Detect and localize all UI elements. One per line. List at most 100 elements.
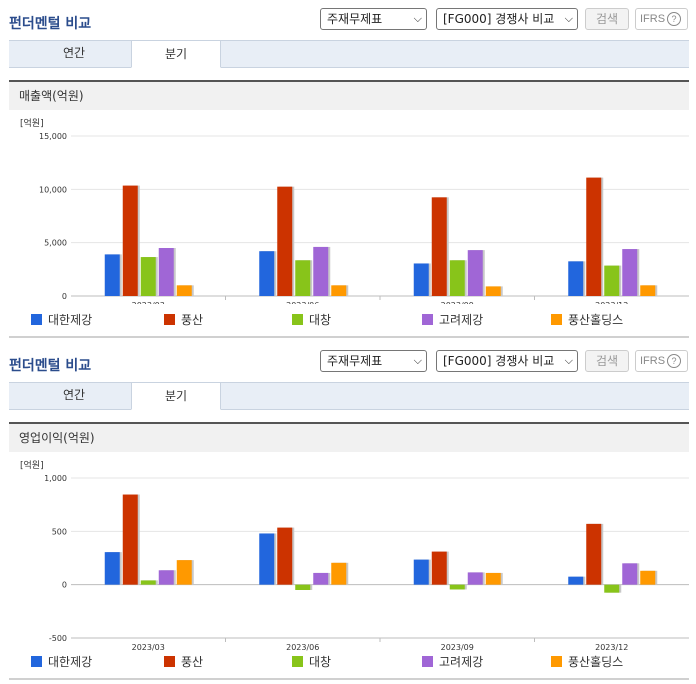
bar[interactable] [586,523,602,585]
bar[interactable] [313,572,329,585]
bar[interactable] [331,285,347,296]
statement-type-select[interactable]: 주재무제표 ⌵ [320,350,427,372]
bar[interactable] [640,570,656,585]
legend-item[interactable]: 풍산홀딩스 [551,310,623,330]
bar[interactable] [622,249,638,296]
bar[interactable] [485,286,501,296]
legend-item[interactable]: 대한제강 [31,310,92,330]
legend-swatch [551,314,562,325]
bar[interactable] [604,584,620,593]
legend-label: 고려제강 [439,313,484,327]
bar[interactable] [104,552,120,585]
bar[interactable] [413,263,429,296]
bar[interactable] [158,248,174,296]
tab-annual[interactable]: 연간 [62,388,86,402]
period-tabs: 연간 분기 [9,40,689,68]
y-tick-label: 500 [52,527,67,536]
competitor-group-value: [FG000] 경쟁사 비교 [443,354,555,368]
legend-item[interactable]: 풍산 [164,652,203,672]
bar[interactable] [604,265,620,296]
divider [9,678,689,680]
bar[interactable] [467,250,483,296]
period-tabs: 연간 분기 [9,382,689,410]
x-tick-label: 2023/03 [132,643,165,652]
bar[interactable] [122,494,138,585]
operating-profit-bar-chart: [억원] -500 0 500 1,000 2023/03 2023/06 2023/09 2… [20,459,689,652]
tab-quarterly[interactable]: 분기 [131,40,221,68]
bar[interactable] [467,572,483,585]
bar[interactable] [295,260,311,296]
bar[interactable] [295,584,311,590]
legend-item[interactable]: 대한제강 [31,652,92,672]
legend-swatch [292,314,303,325]
bar[interactable] [277,186,293,296]
bar[interactable] [277,527,293,585]
bar[interactable] [122,185,138,296]
x-tick-label: 2023/09 [441,301,474,304]
bar[interactable] [568,261,584,296]
y-tick-label: 15,000 [39,132,67,141]
legend-item[interactable]: 풍산 [164,310,203,330]
x-tick-label: 2023/12 [595,301,628,304]
bar[interactable] [586,177,602,296]
bar[interactable] [176,560,192,585]
bar[interactable] [158,570,174,585]
legend-swatch [164,314,175,325]
legend-item[interactable]: 대창 [292,652,331,672]
legend-swatch [422,656,433,667]
x-tick-label: 2023/06 [286,301,319,304]
bar[interactable] [431,197,447,296]
statement-type-value: 주재무제표 [327,354,383,368]
chart-legend: 대한제강 풍산 대창 고려제강 풍산홀딩스 [9,310,689,330]
legend-label: 대한제강 [48,313,93,327]
bar[interactable] [640,285,656,296]
panel-title: 매출액(억원) [9,80,689,110]
legend-item[interactable]: 고려제강 [422,652,483,672]
chevron-down-icon: ⌵ [564,354,573,367]
x-tick-label: 2023/06 [286,643,319,652]
legend-swatch [31,314,42,325]
divider [9,336,689,338]
legend-label: 대창 [309,313,332,327]
panel-title: 영업이익(억원) [9,422,689,452]
section-title: 펀더멘털 비교 [9,16,92,32]
statement-type-value: 주재무제표 [327,12,383,26]
search-button[interactable]: 검색 [585,8,629,30]
bar[interactable] [104,254,120,296]
x-tick-label: 2023/03 [132,301,165,304]
legend-item[interactable]: 고려제강 [422,310,483,330]
bar[interactable] [259,251,275,296]
unit-label: [억원] [20,459,44,471]
legend-label: 풍산 [181,313,204,327]
legend-label: 풍산홀딩스 [568,655,624,669]
question-icon: ? [667,12,682,27]
bar[interactable] [259,533,275,585]
search-button[interactable]: 검색 [585,350,629,372]
bar[interactable] [568,576,584,585]
legend-item[interactable]: 대창 [292,310,331,330]
revenue-bar-chart: [억원] 0 5,000 10,000 15,000 2023/03 2023/06 202… [20,117,689,304]
bar[interactable] [431,551,447,585]
x-tick-label: 2023/12 [595,643,628,652]
bar[interactable] [331,562,347,585]
bar[interactable] [140,580,156,585]
statement-type-select[interactable]: 주재무제표 ⌵ [320,8,427,30]
competitor-group-select[interactable]: [FG000] 경쟁사 비교 ⌵ [436,350,578,372]
bar[interactable] [313,246,329,296]
bar[interactable] [449,584,465,590]
bar[interactable] [176,285,192,296]
bar[interactable] [413,559,429,585]
bar[interactable] [622,563,638,585]
bar[interactable] [485,572,501,585]
tab-annual[interactable]: 연간 [62,46,86,60]
legend-swatch [292,656,303,667]
tab-quarterly[interactable]: 분기 [131,382,221,410]
ifrs-help-button[interactable]: IFRS? [635,8,688,30]
legend-item[interactable]: 풍산홀딩스 [551,652,623,672]
ifrs-label: IFRS [640,13,666,25]
bar[interactable] [449,260,465,296]
ifrs-help-button[interactable]: IFRS? [635,350,688,372]
legend-label: 고려제강 [439,655,484,669]
bar[interactable] [140,257,156,296]
competitor-group-select[interactable]: [FG000] 경쟁사 비교 ⌵ [436,8,578,30]
